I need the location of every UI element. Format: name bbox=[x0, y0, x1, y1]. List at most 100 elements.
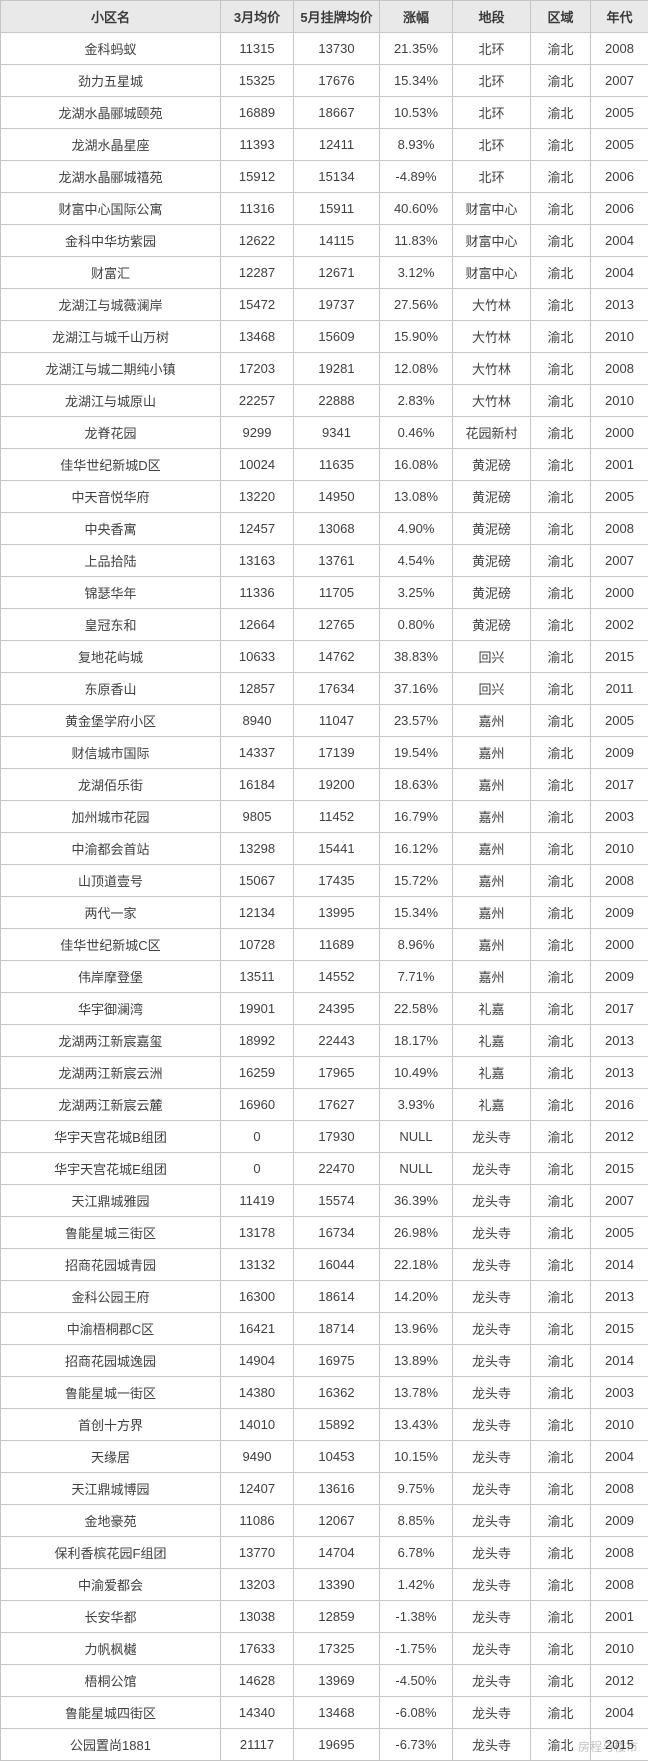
cell-year: 2016 bbox=[591, 1089, 648, 1121]
table-row: 鲁能星城一街区143801636213.78%龙头寺渝北2003 bbox=[1, 1377, 648, 1409]
cell-dist: 渝北 bbox=[531, 1121, 591, 1153]
table-row: 黄金堡学府小区89401104723.57%嘉州渝北2005 bbox=[1, 705, 648, 737]
cell-name: 财信城市国际 bbox=[1, 737, 221, 769]
cell-rise: 16.12% bbox=[380, 833, 453, 865]
cell-rise: 22.18% bbox=[380, 1249, 453, 1281]
cell-name: 中渝都会首站 bbox=[1, 833, 221, 865]
table-row: 龙湖佰乐街161841920018.63%嘉州渝北2017 bbox=[1, 769, 648, 801]
cell-rise: 0.80% bbox=[380, 609, 453, 641]
cell-area: 嘉州 bbox=[453, 801, 531, 833]
table-row: 龙湖水晶郦城禧苑1591215134-4.89%北环渝北2006 bbox=[1, 161, 648, 193]
cell-rise: 26.98% bbox=[380, 1217, 453, 1249]
cell-year: 2015 bbox=[591, 1729, 648, 1761]
cell-name: 力帆枫樾 bbox=[1, 1633, 221, 1665]
table-row: 佳华世纪新城C区10728116898.96%嘉州渝北2000 bbox=[1, 929, 648, 961]
cell-rise: NULL bbox=[380, 1153, 453, 1185]
cell-rise: 3.25% bbox=[380, 577, 453, 609]
cell-year: 2010 bbox=[591, 321, 648, 353]
cell-year: 2004 bbox=[591, 1697, 648, 1729]
cell-rise: 10.15% bbox=[380, 1441, 453, 1473]
cell-dist: 渝北 bbox=[531, 545, 591, 577]
cell-rise: -1.75% bbox=[380, 1633, 453, 1665]
cell-year: 2012 bbox=[591, 1665, 648, 1697]
cell-may: 14950 bbox=[294, 481, 380, 513]
cell-mar: 14904 bbox=[221, 1345, 294, 1377]
table-row: 龙湖两江新宸云麓16960176273.93%礼嘉渝北2016 bbox=[1, 1089, 648, 1121]
cell-may: 17676 bbox=[294, 65, 380, 97]
cell-area: 龙头寺 bbox=[453, 1409, 531, 1441]
cell-may: 13468 bbox=[294, 1697, 380, 1729]
cell-area: 嘉州 bbox=[453, 737, 531, 769]
cell-year: 2010 bbox=[591, 385, 648, 417]
cell-rise: 15.34% bbox=[380, 897, 453, 929]
cell-rise: 3.12% bbox=[380, 257, 453, 289]
cell-rise: -1.38% bbox=[380, 1601, 453, 1633]
cell-area: 回兴 bbox=[453, 641, 531, 673]
cell-mar: 12457 bbox=[221, 513, 294, 545]
cell-year: 2009 bbox=[591, 897, 648, 929]
cell-may: 17627 bbox=[294, 1089, 380, 1121]
cell-name: 中渝爱都会 bbox=[1, 1569, 221, 1601]
cell-name: 龙湖水晶郦城颐苑 bbox=[1, 97, 221, 129]
cell-dist: 渝北 bbox=[531, 1633, 591, 1665]
cell-area: 龙头寺 bbox=[453, 1153, 531, 1185]
cell-name: 金科蚂蚁 bbox=[1, 33, 221, 65]
cell-dist: 渝北 bbox=[531, 1601, 591, 1633]
cell-dist: 渝北 bbox=[531, 1729, 591, 1761]
cell-year: 2009 bbox=[591, 961, 648, 993]
cell-mar: 13298 bbox=[221, 833, 294, 865]
cell-rise: 23.57% bbox=[380, 705, 453, 737]
cell-area: 大竹林 bbox=[453, 385, 531, 417]
cell-may: 13969 bbox=[294, 1665, 380, 1697]
table-row: 华宇御澜湾199012439522.58%礼嘉渝北2017 bbox=[1, 993, 648, 1025]
cell-area: 北环 bbox=[453, 65, 531, 97]
header-dist: 区域 bbox=[531, 1, 591, 33]
cell-may: 14552 bbox=[294, 961, 380, 993]
header-may: 5月挂牌均价 bbox=[294, 1, 380, 33]
cell-name: 天江鼎城雅园 bbox=[1, 1185, 221, 1217]
cell-mar: 13770 bbox=[221, 1537, 294, 1569]
cell-name: 龙湖两江新宸云麓 bbox=[1, 1089, 221, 1121]
cell-area: 龙头寺 bbox=[453, 1377, 531, 1409]
cell-dist: 渝北 bbox=[531, 225, 591, 257]
cell-year: 2005 bbox=[591, 97, 648, 129]
cell-name: 佳华世纪新城D区 bbox=[1, 449, 221, 481]
cell-dist: 渝北 bbox=[531, 1057, 591, 1089]
cell-may: 15892 bbox=[294, 1409, 380, 1441]
cell-year: 2002 bbox=[591, 609, 648, 641]
cell-rise: 13.78% bbox=[380, 1377, 453, 1409]
table-row: 复地花屿城106331476238.83%回兴渝北2015 bbox=[1, 641, 648, 673]
cell-may: 14704 bbox=[294, 1537, 380, 1569]
cell-mar: 11086 bbox=[221, 1505, 294, 1537]
cell-may: 12411 bbox=[294, 129, 380, 161]
cell-name: 招商花园城逸园 bbox=[1, 1345, 221, 1377]
table-row: 梧桐公馆1462813969-4.50%龙头寺渝北2012 bbox=[1, 1665, 648, 1697]
cell-area: 龙头寺 bbox=[453, 1569, 531, 1601]
cell-year: 2004 bbox=[591, 257, 648, 289]
cell-rise: -6.08% bbox=[380, 1697, 453, 1729]
cell-dist: 渝北 bbox=[531, 801, 591, 833]
cell-may: 15574 bbox=[294, 1185, 380, 1217]
cell-may: 11635 bbox=[294, 449, 380, 481]
cell-area: 龙头寺 bbox=[453, 1665, 531, 1697]
table-row: 龙湖江与城原山22257228882.83%大竹林渝北2010 bbox=[1, 385, 648, 417]
table-row: 中天音悦华府132201495013.08%黄泥磅渝北2005 bbox=[1, 481, 648, 513]
table-row: 长安华都1303812859-1.38%龙头寺渝北2001 bbox=[1, 1601, 648, 1633]
cell-mar: 15067 bbox=[221, 865, 294, 897]
cell-name: 鲁能星城一街区 bbox=[1, 1377, 221, 1409]
cell-dist: 渝北 bbox=[531, 705, 591, 737]
cell-may: 11047 bbox=[294, 705, 380, 737]
cell-area: 黄泥磅 bbox=[453, 513, 531, 545]
cell-year: 2014 bbox=[591, 1345, 648, 1377]
cell-name: 龙湖两江新宸云洲 bbox=[1, 1057, 221, 1089]
cell-area: 黄泥磅 bbox=[453, 449, 531, 481]
cell-dist: 渝北 bbox=[531, 1537, 591, 1569]
cell-may: 11452 bbox=[294, 801, 380, 833]
cell-dist: 渝北 bbox=[531, 1185, 591, 1217]
cell-rise: 13.89% bbox=[380, 1345, 453, 1377]
cell-year: 2001 bbox=[591, 449, 648, 481]
cell-may: 9341 bbox=[294, 417, 380, 449]
cell-rise: 9.75% bbox=[380, 1473, 453, 1505]
cell-may: 18667 bbox=[294, 97, 380, 129]
cell-name: 龙湖水晶郦城禧苑 bbox=[1, 161, 221, 193]
